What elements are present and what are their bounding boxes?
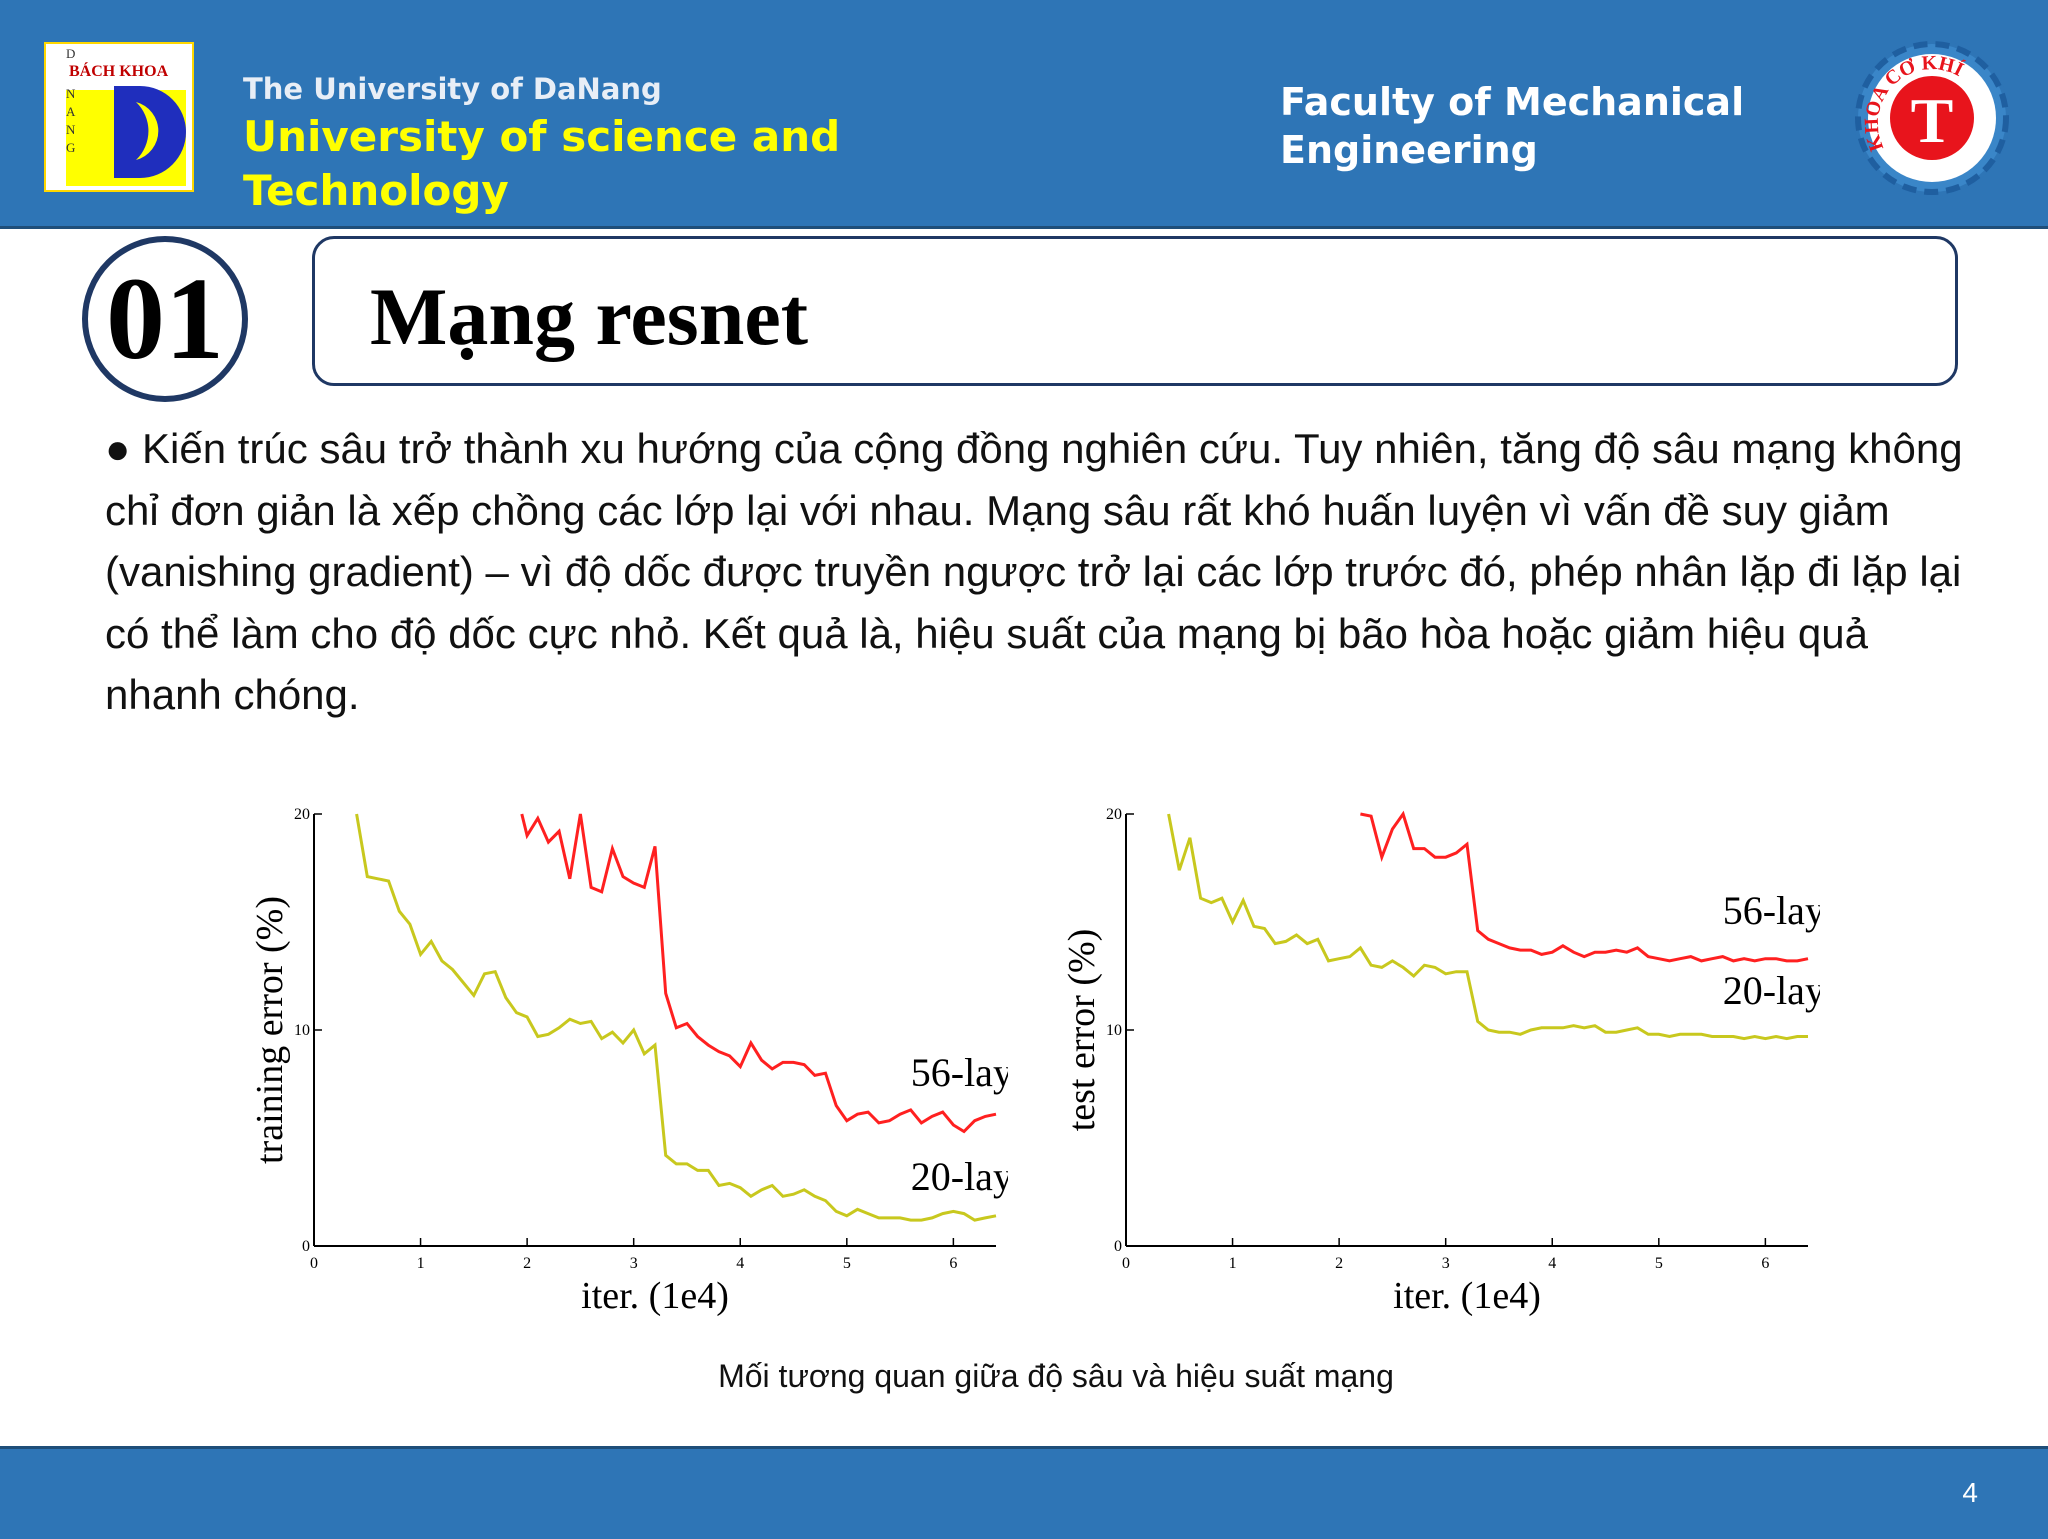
x-axis-label: iter. (1e4) — [1393, 1275, 1541, 1317]
x-tick-label: 5 — [1655, 1255, 1663, 1272]
y-axis-label: training error (%) — [249, 896, 291, 1164]
page-number: 4 — [1962, 1477, 1978, 1508]
title-box — [312, 236, 1958, 386]
series-line-20-layer — [1167, 813, 1808, 1041]
series-line-56-layer — [1360, 810, 1809, 963]
logo-letter: A — [66, 104, 76, 119]
figure-caption: Mối tương quan giữa độ sâu và hiệu suất … — [718, 1358, 1394, 1394]
y-axis-label: test error (%) — [1061, 929, 1103, 1132]
logo-letter: D — [66, 46, 75, 61]
faculty-logo-glyph: T — [1911, 85, 1954, 156]
x-tick-label: 4 — [736, 1255, 744, 1272]
y-tick-label: 10 — [1106, 1022, 1122, 1039]
section-number: 01 — [82, 236, 248, 402]
series-line-20-layer — [355, 813, 997, 1222]
y-tick-label: 0 — [302, 1238, 310, 1255]
x-axis-label: iter. (1e4) — [581, 1275, 729, 1317]
bach-khoa-label: BÁCH KHOA — [69, 61, 169, 80]
page-title: Mạng resnet — [370, 271, 809, 362]
logo-letter: G — [66, 140, 75, 155]
x-tick-label: 6 — [1761, 1255, 1769, 1272]
header-bar: BÁCH KHOA D N A N G The University of Da… — [0, 0, 2048, 229]
x-tick-label: 2 — [523, 1255, 531, 1272]
x-tick-label: 2 — [1335, 1255, 1343, 1272]
university-name-big: University of science and Technology — [243, 112, 841, 215]
university-name-small: The University of DaNang — [243, 72, 662, 106]
body-paragraph: ● Kiến trúc sâu trở thành xu hướng của c… — [105, 425, 1963, 718]
footer-bar: 4 — [0, 1446, 2048, 1539]
logo-letter: N — [66, 122, 76, 137]
series-line-56-layer — [520, 813, 997, 1134]
faculty-name: Faculty of Mechanical Engineering — [1280, 80, 1745, 172]
x-tick-label: 3 — [1442, 1255, 1450, 1272]
series-annotation: 20-layer — [1723, 968, 1820, 1013]
y-tick-label: 20 — [1106, 806, 1122, 823]
x-tick-label: 5 — [843, 1255, 851, 1272]
y-tick-label: 10 — [294, 1022, 310, 1039]
test-error-chart: 0 1 2 3 4 5 6 0 10 20 iter. (1e4) test error (%) 56-… — [1061, 806, 1820, 1317]
x-tick-label: 0 — [1122, 1255, 1130, 1272]
series-annotation: 56-layer — [1723, 888, 1820, 933]
faculty-logo: KHOA CƠ KHÍ T — [1854, 40, 2010, 196]
logo-letter: N — [66, 86, 76, 101]
x-tick-label: 3 — [630, 1255, 638, 1272]
x-tick-label: 1 — [417, 1255, 425, 1272]
y-tick-label: 20 — [294, 806, 310, 823]
y-tick-label: 0 — [1114, 1238, 1122, 1255]
training-error-chart: 0 1 2 3 4 5 6 0 10 20 iter. (1e4) training error (%… — [249, 806, 1008, 1317]
series-annotation: 20-layer — [911, 1154, 1008, 1199]
x-tick-label: 1 — [1229, 1255, 1237, 1272]
bach-khoa-logo: BÁCH KHOA D N A N G — [44, 42, 194, 192]
x-tick-label: 0 — [310, 1255, 318, 1272]
x-tick-label: 4 — [1548, 1255, 1556, 1272]
x-tick-label: 6 — [949, 1255, 957, 1272]
series-annotation: 56-layer — [911, 1050, 1008, 1095]
